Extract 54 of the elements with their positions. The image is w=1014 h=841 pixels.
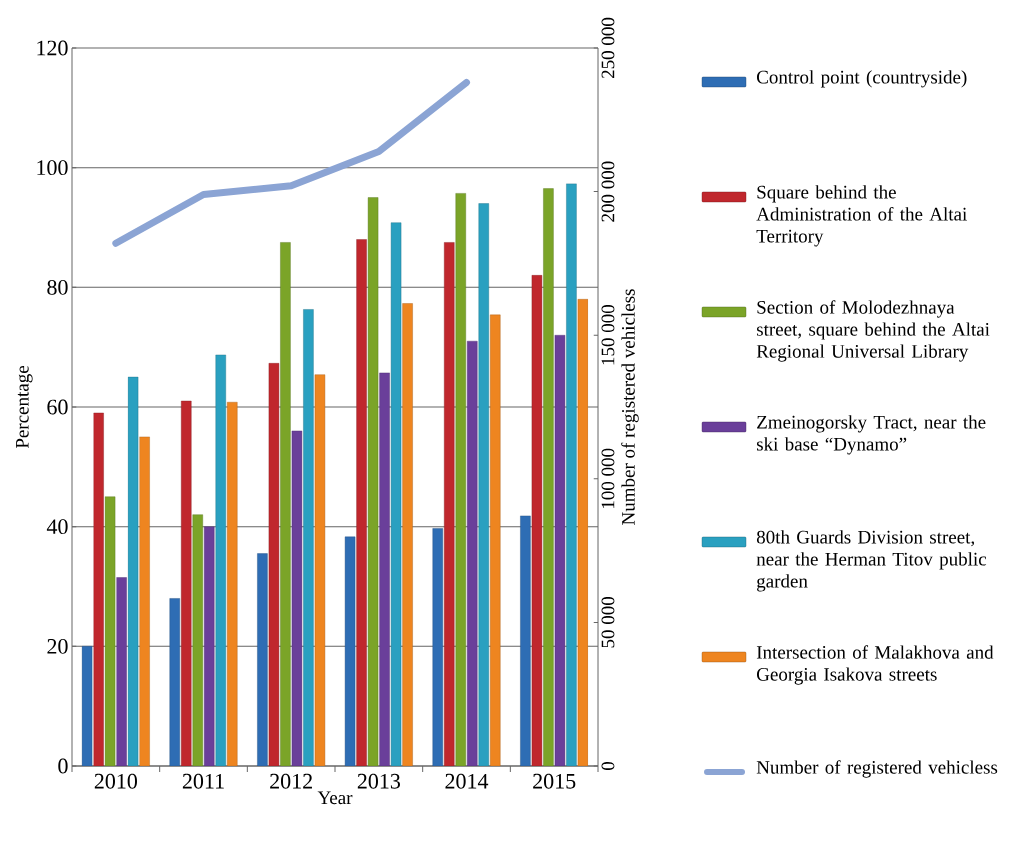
y2-tick-label: 150 000: [601, 305, 615, 365]
legend-label: Number of registered vehicless: [756, 760, 998, 778]
x-tick-label: 2014: [445, 773, 489, 789]
y2-tick-label: 50 000: [601, 597, 615, 648]
bar: [478, 203, 489, 766]
bar: [104, 496, 116, 766]
bar: [379, 372, 390, 766]
bar: [402, 303, 413, 766]
bar: [444, 242, 455, 766]
x-tick-label: 2012: [270, 773, 312, 789]
legend-label: Control point (countryside): [756, 70, 967, 88]
legend-label: Intersection of Malakhova and Georgia Isakova streets: [756, 645, 994, 685]
y2-tick-label: 0: [601, 761, 615, 771]
y-tick-label: 0: [58, 758, 68, 774]
bar: [169, 598, 180, 766]
legend-label: Zmeinogorsky Tract, near the ski base “Dynamo”: [756, 415, 986, 455]
bar: [356, 239, 367, 766]
bar: [543, 188, 554, 766]
bar: [257, 553, 268, 766]
bar: [215, 354, 226, 766]
y-tick-label: 40: [46, 519, 68, 535]
bar: [81, 646, 93, 766]
bar: [367, 197, 379, 766]
bar: [303, 309, 314, 766]
y-tick-label: 60: [47, 399, 68, 415]
x-axis-title: Year: [317, 791, 353, 805]
bar: [467, 340, 478, 766]
bar: [455, 193, 466, 766]
bar: [490, 314, 501, 766]
y2-tick-label: 250 000: [601, 17, 615, 79]
legend-label: Square behind the Administration of the Altai Territory: [756, 185, 967, 247]
y-tick-label: 120: [37, 40, 68, 56]
bar: [432, 528, 443, 766]
bar: [280, 242, 291, 766]
y-tick-label: 80: [47, 279, 68, 295]
x-tick-label: 2011: [182, 773, 224, 789]
x-tick-label: 2010: [94, 773, 137, 789]
y-axis-title: Percentage: [16, 365, 33, 449]
bar: [566, 183, 577, 766]
y2-tick-label: 100 000: [601, 448, 615, 509]
y2-tick-label: 200 000: [601, 161, 615, 222]
bar: [520, 515, 531, 766]
bar: [204, 526, 215, 766]
bar: [192, 514, 203, 766]
bar: [181, 400, 192, 766]
y-tick-label: 100: [37, 160, 68, 176]
legend-label: Section of Molodezhnaya street, square behind the Altai Regional Universal Library: [756, 300, 990, 362]
x-tick-label: 2013: [357, 773, 400, 789]
y2-axis-title: Number of registered vehicless: [621, 289, 639, 525]
x-tick-label: 2015: [533, 773, 576, 789]
y-tick-label: 20: [47, 638, 68, 654]
bar: [227, 402, 238, 766]
bar: [344, 536, 356, 766]
legend-label: 80th Guards Division street, near the Herman Titov public garden: [756, 530, 987, 592]
